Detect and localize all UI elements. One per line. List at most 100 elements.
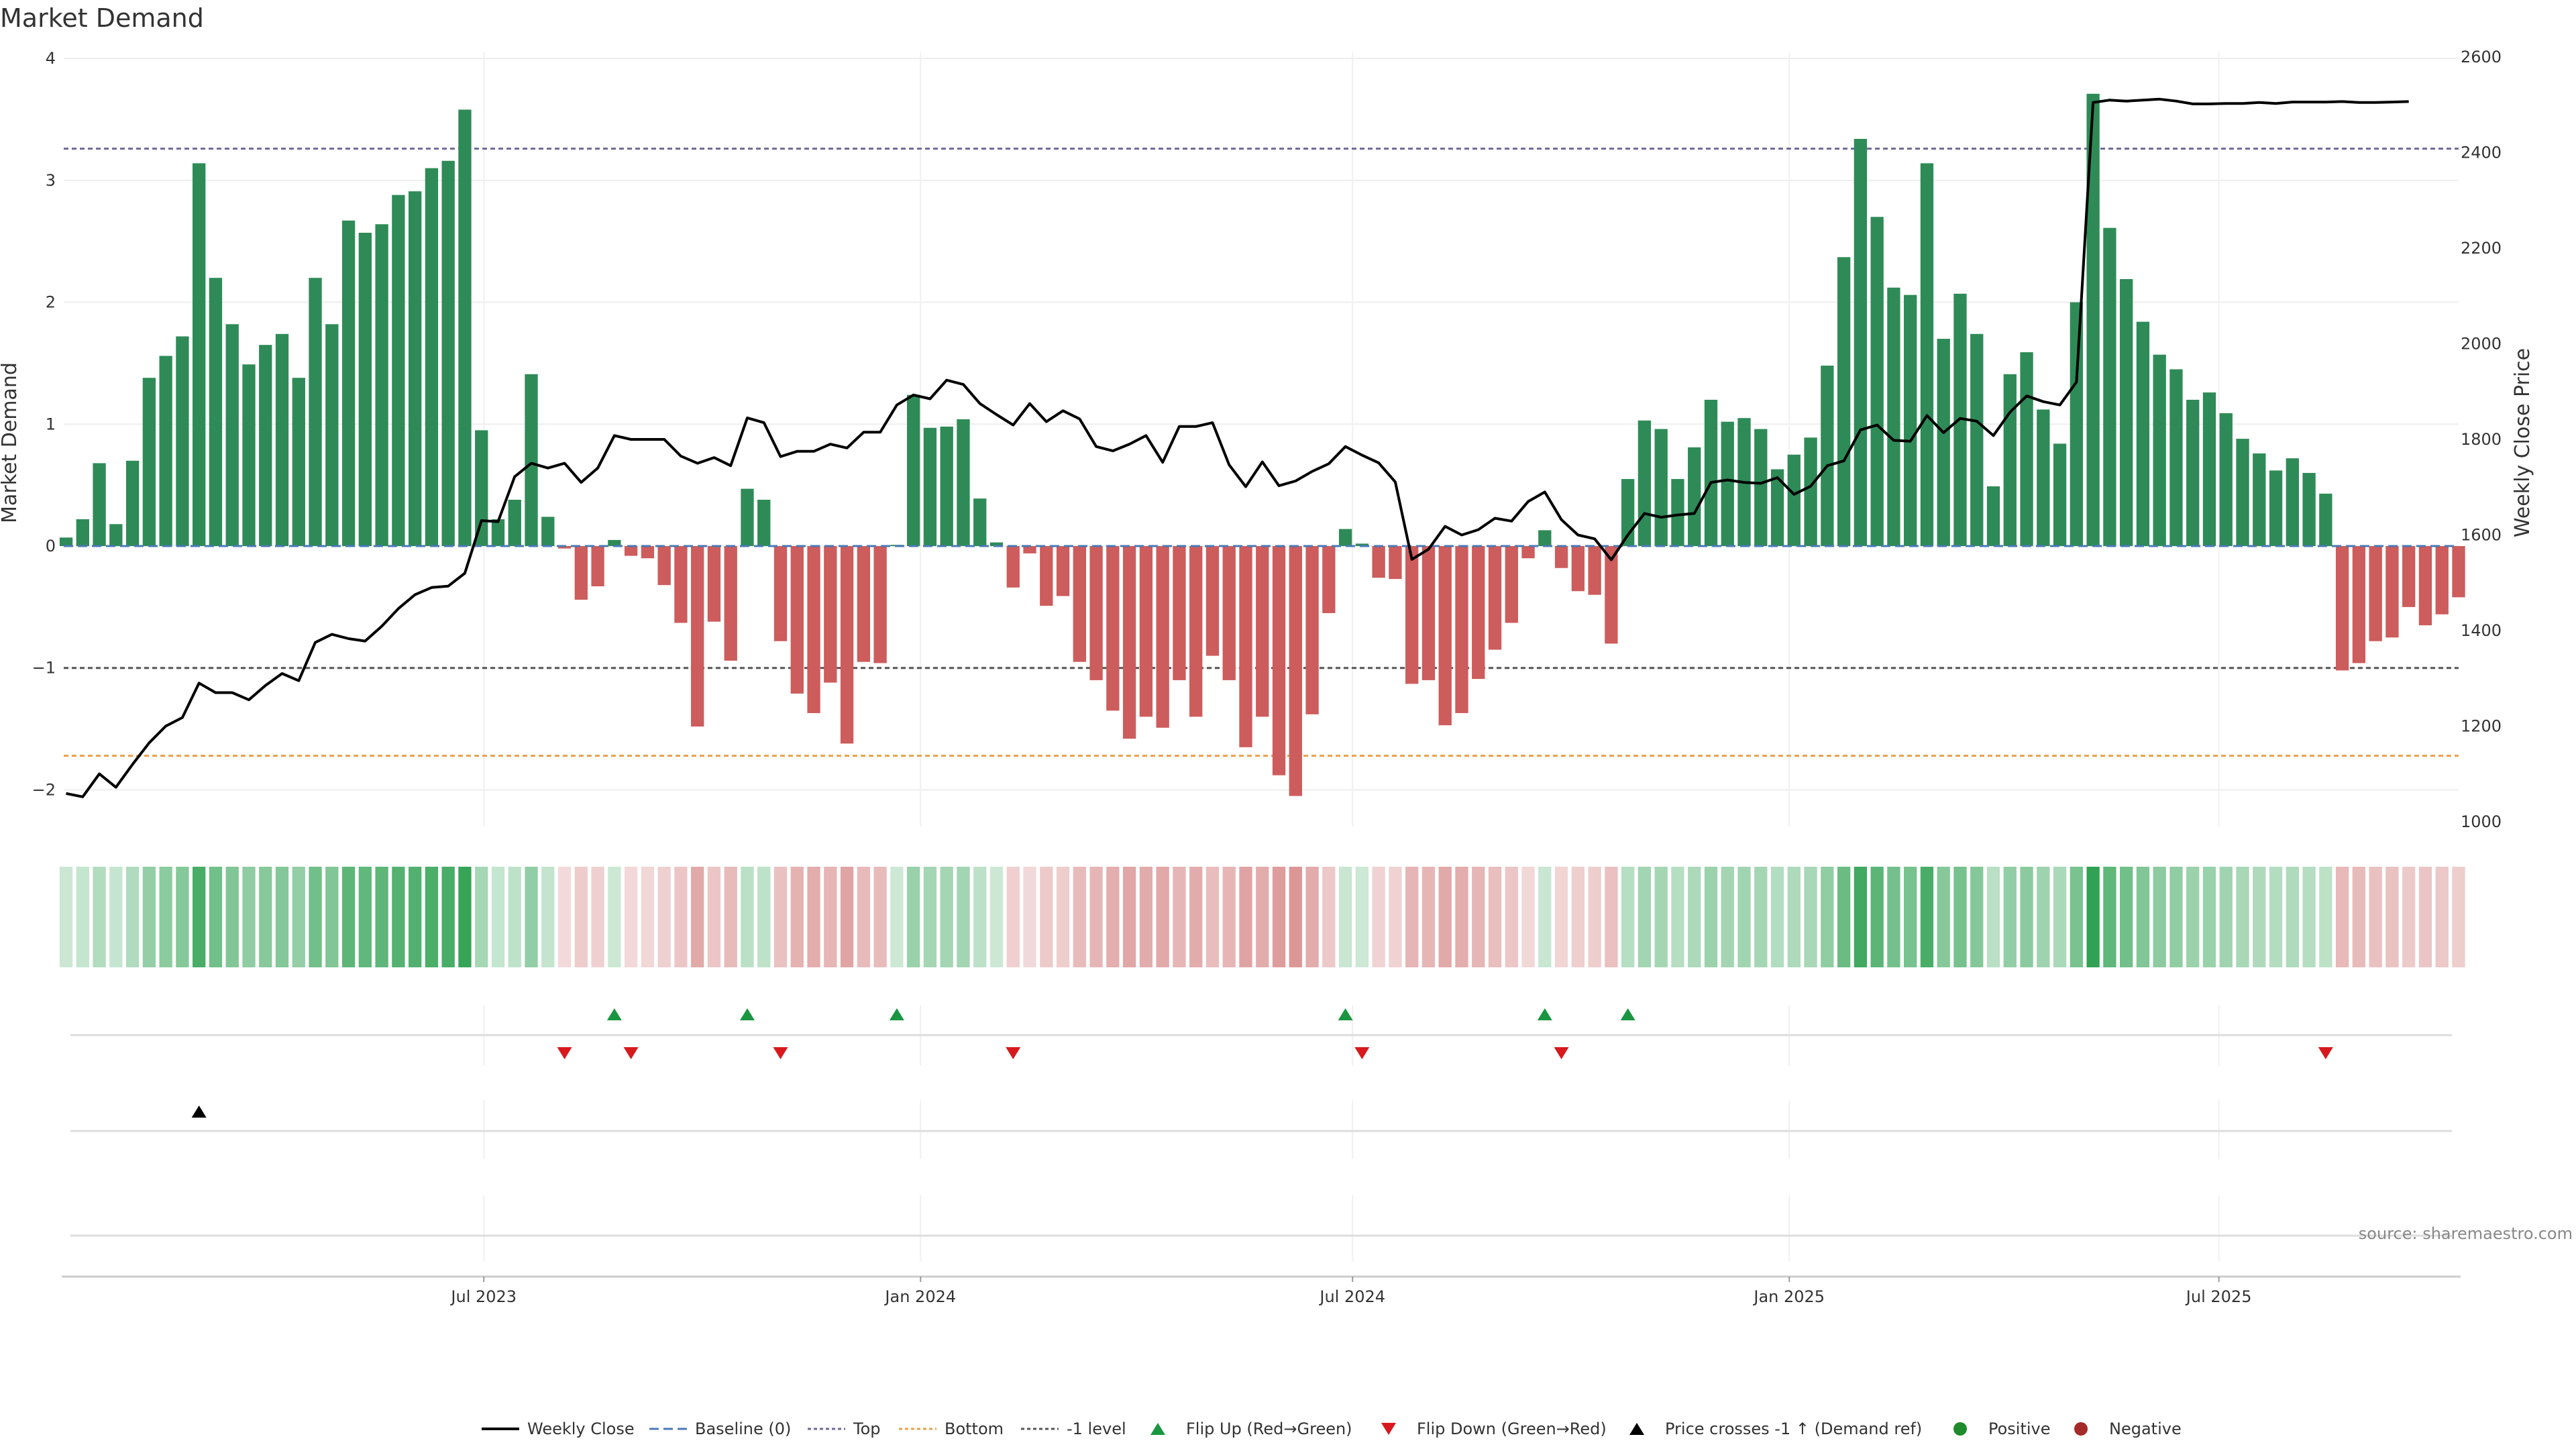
heat-cell [325, 867, 339, 967]
heat-cell [508, 867, 521, 967]
heat-cell [2153, 867, 2166, 967]
heat-cell [1305, 867, 1319, 967]
flip-up-marker [739, 1008, 755, 1020]
demand-bar [441, 160, 455, 547]
legend-swatch [1381, 1423, 1396, 1435]
demand-bar [624, 546, 638, 556]
heat-cell [193, 867, 206, 967]
heat-cell [873, 867, 887, 967]
legend-label: Positive [1988, 1419, 2051, 1438]
demand-bar [1438, 546, 1452, 726]
demand-bar [1089, 546, 1103, 680]
demand-bar [973, 498, 987, 547]
flip-up-marker [1537, 1008, 1552, 1020]
legend-label: Negative [2109, 1419, 2182, 1438]
demand-bar [309, 278, 322, 547]
price-cross-marker [191, 1106, 207, 1118]
x-tick-label: Jan 2024 [883, 1287, 956, 1306]
demand-bar [2236, 439, 2249, 547]
heat-cell [1887, 867, 1900, 967]
demand-bar [1538, 530, 1552, 547]
demand-bar [574, 546, 588, 600]
demand-bar [1920, 163, 1934, 547]
heat-cell [292, 867, 305, 967]
heat-cell [1521, 867, 1535, 967]
y2-tick-label: 2600 [2461, 48, 2502, 66]
heat-cell [2103, 867, 2116, 967]
heat-cell [1821, 867, 1834, 967]
legend-swatch [1953, 1422, 1967, 1436]
demand-bar [2020, 352, 2033, 547]
heat-cell [358, 867, 372, 967]
flip-down-marker [557, 1047, 572, 1059]
demand-bar [1421, 546, 1436, 680]
heat-cell [475, 867, 488, 967]
heat-cell [1554, 867, 1568, 967]
heat-cell [1870, 867, 1884, 967]
y-tick-label: −1 [32, 659, 56, 678]
heat-cell [757, 867, 771, 967]
demand-bar [1605, 546, 1618, 644]
heat-cell [707, 867, 721, 967]
weekly-close-line [66, 97, 2409, 798]
heat-cell [2452, 867, 2465, 967]
demand-bar [408, 191, 422, 547]
heat-cell [2119, 867, 2133, 967]
heat-cell [1421, 867, 1436, 967]
demand-bar [2086, 93, 2100, 547]
heat-cell [1538, 867, 1552, 967]
heat-cell [1920, 867, 1934, 967]
demand-bar [2103, 227, 2116, 547]
demand-bar [1671, 479, 1684, 547]
heat-cell [1239, 867, 1252, 967]
demand-bar [475, 430, 488, 547]
heat-cell [641, 867, 655, 967]
heat-cell [541, 867, 555, 967]
heat-cell [1605, 867, 1618, 967]
heat-cell [275, 867, 289, 967]
demand-bar [1023, 546, 1036, 553]
heat-cell [525, 867, 538, 967]
heat-cell [608, 867, 621, 967]
x-tick-label: Jul 2025 [2185, 1287, 2252, 1306]
heat-cell [1737, 867, 1751, 967]
heat-cell [209, 867, 223, 967]
heat-cell [408, 867, 422, 967]
heat-cell [441, 867, 455, 967]
demand-bar [358, 232, 372, 547]
heat-cell [1671, 867, 1684, 967]
demand-bar [2070, 302, 2084, 547]
demand-bar [1006, 546, 1020, 588]
demand-bar [840, 546, 854, 744]
demand-bar [2253, 453, 2266, 547]
demand-bar [857, 546, 871, 662]
demand-bar [2153, 354, 2166, 547]
demand-bar [1405, 546, 1419, 684]
heat-cell [1073, 867, 1086, 967]
demand-bar [773, 546, 788, 641]
heat-cell [2037, 867, 2050, 967]
y2-tick-label: 2400 [2461, 144, 2502, 162]
flip-down-marker [1354, 1047, 1370, 1059]
heat-cell [989, 867, 1004, 967]
demand-bar [1688, 447, 1701, 547]
legend: Weekly Close Baseline (0) Top Bottom -1 leve… [482, 1419, 2182, 1438]
demand-bar [392, 195, 405, 547]
demand-bar [2319, 493, 2332, 547]
demand-bar [923, 427, 937, 547]
heat-cell [790, 867, 804, 967]
y2-tick-label: 1400 [2461, 621, 2502, 640]
source-label: source: sharemaestro.com [2359, 1224, 2573, 1243]
heat-cell [2402, 867, 2416, 967]
heat-cell [1704, 867, 1718, 967]
heat-cell [93, 867, 106, 967]
demand-bar [1205, 546, 1220, 656]
demand-bar [1040, 546, 1053, 606]
heat-cell [2070, 867, 2084, 967]
x-tick-label: Jul 2024 [1318, 1287, 1385, 1306]
legend-swatch [1629, 1423, 1644, 1435]
demand-bar [1455, 546, 1468, 713]
demand-bar [1821, 366, 1834, 547]
demand-bar [1937, 339, 1950, 547]
demand-bar [591, 546, 604, 586]
